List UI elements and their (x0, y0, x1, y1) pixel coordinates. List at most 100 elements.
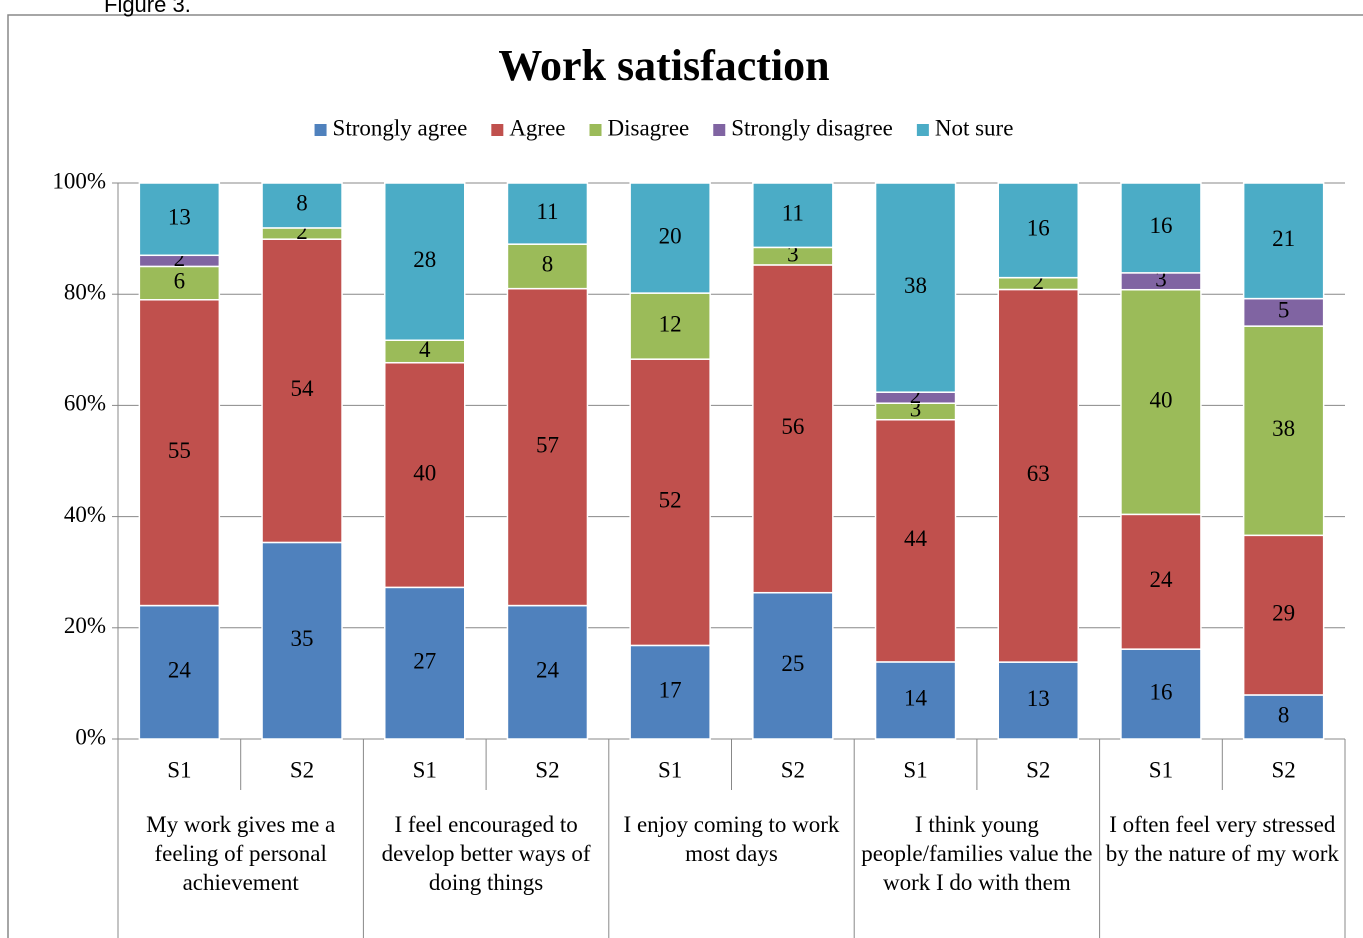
data-label: 8 (542, 252, 554, 277)
y-tick-label: 80% (64, 279, 106, 304)
bar-segment (384, 586, 466, 740)
bar-segment (384, 182, 466, 342)
legend-label: Not sure (935, 115, 1014, 140)
bar-segment (138, 299, 221, 607)
bar-segment (1120, 288, 1202, 516)
bar-segment (629, 292, 711, 360)
bar-segment (1120, 182, 1202, 274)
bar-segment (506, 287, 589, 607)
data-label: 4 (419, 337, 431, 362)
bar-segment (138, 265, 221, 301)
y-tick-label: 20% (64, 613, 106, 638)
data-label: 3 (910, 397, 922, 422)
data-label: 21 (1272, 226, 1295, 251)
y-tick-label: 100% (52, 168, 106, 193)
data-label: 5 (1278, 298, 1290, 323)
bar-segment (1242, 182, 1325, 300)
legend-label: Agree (509, 115, 565, 140)
bar-segment (874, 182, 957, 393)
bar-segment (629, 182, 711, 294)
data-label: 8 (1278, 702, 1290, 727)
bar-segment (138, 182, 221, 257)
data-label: 24 (536, 658, 560, 683)
data-label: 2 (296, 219, 308, 244)
x-tick-label: S2 (535, 757, 559, 782)
group-label: I feel encouraged to develop better ways… (381, 812, 591, 895)
data-label: 56 (781, 414, 804, 439)
data-label: 13 (168, 204, 191, 229)
bar-segment (1120, 648, 1202, 740)
data-label: 16 (1149, 679, 1172, 704)
data-label: 16 (1027, 216, 1050, 241)
data-label: 25 (781, 651, 804, 676)
data-label: 52 (659, 488, 682, 513)
bar-segment (506, 182, 589, 245)
legend-label: Strongly agree (333, 115, 468, 140)
data-label: 2 (910, 383, 922, 408)
x-tick-label: S1 (1149, 757, 1173, 782)
data-label: 11 (782, 200, 804, 225)
chart-title: Work satisfaction (498, 41, 829, 90)
x-tick-label: S1 (903, 757, 927, 782)
bar-segment (752, 591, 834, 740)
bar-segment (997, 182, 1079, 279)
data-label: 13 (1027, 686, 1050, 711)
bar-segment (629, 644, 711, 740)
y-tick-label: 0% (75, 724, 106, 749)
x-tick-label: S2 (781, 757, 805, 782)
data-label: 24 (168, 658, 192, 683)
y-tick-label: 40% (64, 502, 106, 527)
data-label: 24 (1149, 567, 1173, 592)
data-label: 28 (413, 247, 436, 272)
figure-label: Figure 3. (104, 0, 191, 17)
bar-segment (506, 243, 589, 290)
group-label: I think young people/families value the … (861, 812, 1093, 895)
bar-segment (997, 661, 1079, 740)
group-label: I often feel very stressed by the nature… (1105, 812, 1339, 866)
legend-marker (314, 124, 327, 136)
data-label: 63 (1027, 461, 1050, 486)
group-label: My work gives me a feeling of personal a… (146, 812, 336, 895)
legend-marker (713, 124, 726, 136)
data-label: 38 (904, 273, 927, 298)
bar-segment (874, 418, 957, 663)
bar-segment (261, 541, 343, 740)
data-label: 35 (291, 626, 314, 651)
data-label: 2 (1033, 269, 1045, 294)
bar-segment (506, 604, 589, 740)
x-tick-label: S2 (1026, 757, 1050, 782)
data-label: 12 (659, 311, 682, 336)
legend-marker (589, 124, 602, 136)
data-label: 17 (659, 677, 682, 702)
data-label: 27 (413, 648, 436, 673)
data-label: 3 (1155, 267, 1167, 292)
bar-segment (261, 182, 343, 229)
x-tick-label: S1 (167, 757, 191, 782)
x-tick-label: S2 (290, 757, 314, 782)
data-label: 6 (174, 268, 186, 293)
data-label: 54 (291, 376, 315, 401)
data-label: 11 (536, 199, 558, 224)
bar-segment (752, 182, 834, 249)
data-label: 14 (904, 686, 928, 711)
bar-segment (138, 604, 221, 740)
legend-marker (491, 124, 504, 136)
x-tick-label: S1 (413, 757, 437, 782)
group-label: I enjoy coming to work most days (623, 812, 840, 866)
data-label: 3 (787, 241, 799, 266)
bar-segment (752, 264, 834, 594)
data-label: 16 (1149, 213, 1172, 238)
data-label: 57 (536, 432, 559, 457)
legend-marker (916, 124, 929, 136)
x-tick-label: S2 (1272, 757, 1296, 782)
data-label: 44 (904, 526, 928, 551)
bar-segment (1120, 513, 1202, 650)
legend-label: Disagree (608, 115, 690, 140)
data-label: 20 (659, 223, 682, 248)
bar-segment (997, 288, 1079, 663)
data-label: 38 (1272, 416, 1295, 441)
data-label: 8 (296, 191, 308, 216)
data-label: 40 (1149, 387, 1172, 412)
